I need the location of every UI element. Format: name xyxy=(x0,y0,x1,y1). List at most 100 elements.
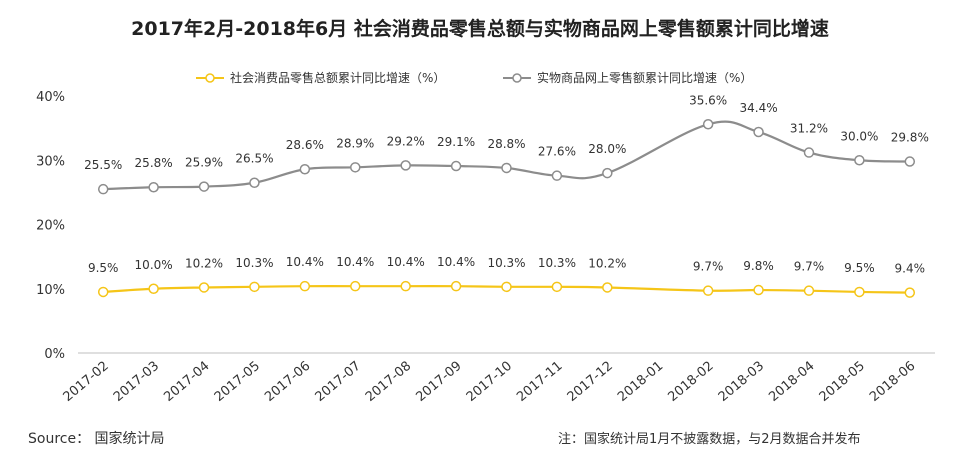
data-label: 26.5% xyxy=(235,152,273,166)
data-point xyxy=(350,162,361,173)
data-label: 10.0% xyxy=(135,258,173,272)
y-tick-label: 30% xyxy=(36,154,65,169)
data-point xyxy=(803,147,815,158)
data-point xyxy=(148,283,159,294)
data-label: 9.5% xyxy=(844,261,875,275)
data-point xyxy=(702,285,714,296)
legend-item: 社会消费品零售总额累计同比增速（%） xyxy=(196,70,445,85)
x-tick-label: 2017-03 xyxy=(111,359,162,405)
data-label: 34.4% xyxy=(739,101,777,115)
x-tick-label: 2017-09 xyxy=(413,359,464,405)
data-label: 9.5% xyxy=(88,261,119,275)
x-tick-label: 2017-08 xyxy=(363,359,414,405)
data-point xyxy=(551,281,563,293)
data-label: 9.7% xyxy=(693,260,724,274)
x-tick-label: 2018-03 xyxy=(716,359,767,405)
data-label: 29.1% xyxy=(437,135,475,149)
y-tick-label: 10% xyxy=(36,283,65,298)
data-point xyxy=(551,170,563,181)
chart-title: 2017年2月-2018年6月 社会消费品零售总额与实物商品网上零售额累计同比增… xyxy=(131,18,829,40)
series-2: 25.5% 25.8% 25.9% 26.5% 28.6% 28.9% 29.2% 29.1%… xyxy=(84,93,929,195)
x-tick-label: 2017-02 xyxy=(61,359,112,405)
data-point xyxy=(753,126,764,138)
data-label: 10.4% xyxy=(437,255,475,269)
data-point xyxy=(501,162,512,174)
data-label: 10.3% xyxy=(235,256,273,270)
data-point xyxy=(97,286,109,298)
data-point xyxy=(249,177,260,188)
data-label: 10.4% xyxy=(286,255,324,269)
y-tick-label: 0% xyxy=(44,347,65,362)
data-label: 9.4% xyxy=(895,262,926,276)
x-tick-label: 2017-11 xyxy=(514,359,565,405)
data-point xyxy=(753,284,764,296)
data-label: 27.6% xyxy=(538,145,576,159)
series-1: 9.5% 10.0% 10.2% 10.3% 10.4% 10.4% 10.4% 10.4% 1… xyxy=(88,255,926,298)
data-label: 30.0% xyxy=(840,129,878,143)
data-point xyxy=(198,181,210,192)
legend-label: 社会消费品零售总额累计同比增速（%） xyxy=(230,70,445,85)
source-note: Source： 国家统计局 xyxy=(28,431,165,447)
data-label: 10.4% xyxy=(336,255,374,269)
data-label: 35.6% xyxy=(689,93,727,107)
data-point xyxy=(904,156,916,167)
y-tick-label: 40% xyxy=(36,90,65,105)
data-label: 28.8% xyxy=(487,137,525,151)
legend-item: 实物商品网上零售额累计同比增速（%） xyxy=(503,70,752,85)
data-point xyxy=(602,282,613,293)
data-label: 29.2% xyxy=(387,134,425,148)
data-point xyxy=(299,163,311,175)
data-label: 10.4% xyxy=(387,255,425,269)
x-axis: 2017-02 2017-03 2017-04 2017-05 2017-06 2017-… xyxy=(61,352,935,405)
data-label: 10.2% xyxy=(588,256,626,270)
y-axis: 0% 10% 20% 30% 40% xyxy=(36,90,65,362)
data-point xyxy=(249,281,260,293)
series-line xyxy=(103,120,910,191)
data-point xyxy=(904,287,916,298)
data-label: 29.8% xyxy=(891,131,929,145)
x-tick-label: 2017-05 xyxy=(212,359,263,405)
data-point xyxy=(400,280,411,292)
data-label: 9.7% xyxy=(794,260,825,274)
data-label: 28.6% xyxy=(286,138,324,152)
footnote: 注：国家统计局1月不披露数据，与2月数据合并发布 xyxy=(558,432,861,447)
x-tick-label: 2018-04 xyxy=(766,359,817,405)
x-tick-label: 2018-06 xyxy=(867,359,918,405)
data-point xyxy=(148,181,159,193)
x-tick-label: 2018-05 xyxy=(817,359,868,405)
x-tick-label: 2018-02 xyxy=(665,359,716,405)
data-label: 31.2% xyxy=(790,122,828,136)
data-label: 25.9% xyxy=(185,156,223,170)
data-label: 10.2% xyxy=(185,256,223,270)
data-point xyxy=(97,183,109,195)
x-tick-label: 2017-10 xyxy=(464,359,515,405)
data-label: 10.3% xyxy=(487,256,525,270)
data-point xyxy=(450,160,462,172)
data-label: 9.8% xyxy=(743,259,774,273)
data-point xyxy=(854,286,865,298)
y-tick-label: 20% xyxy=(36,219,65,234)
data-label: 10.3% xyxy=(538,256,576,270)
data-point xyxy=(702,119,714,130)
series-line xyxy=(103,285,910,294)
data-label: 25.5% xyxy=(84,158,122,172)
x-tick-label: 2018-01 xyxy=(615,359,666,405)
data-point xyxy=(602,167,613,179)
legend-label: 实物商品网上零售额累计同比增速（%） xyxy=(537,70,752,85)
data-point xyxy=(501,281,512,293)
data-label: 28.0% xyxy=(588,142,626,156)
data-point xyxy=(450,280,462,292)
data-label: 25.8% xyxy=(135,156,173,170)
data-point xyxy=(854,155,865,166)
legend: 社会消费品零售总额累计同比增速（%） 实物商品网上零售额累计同比增速（%） xyxy=(196,70,752,85)
data-label: 28.9% xyxy=(336,136,374,150)
legend-swatch-marker xyxy=(512,73,522,83)
series-layer: 9.5% 10.0% 10.2% 10.3% 10.4% 10.4% 10.4% 10.4% 1… xyxy=(84,93,929,298)
x-tick-label: 2017-04 xyxy=(161,359,212,405)
data-point xyxy=(299,280,311,292)
data-point xyxy=(198,282,210,293)
x-tick-label: 2017-06 xyxy=(262,359,313,405)
data-point xyxy=(803,285,815,296)
legend-swatch-marker xyxy=(205,73,215,83)
